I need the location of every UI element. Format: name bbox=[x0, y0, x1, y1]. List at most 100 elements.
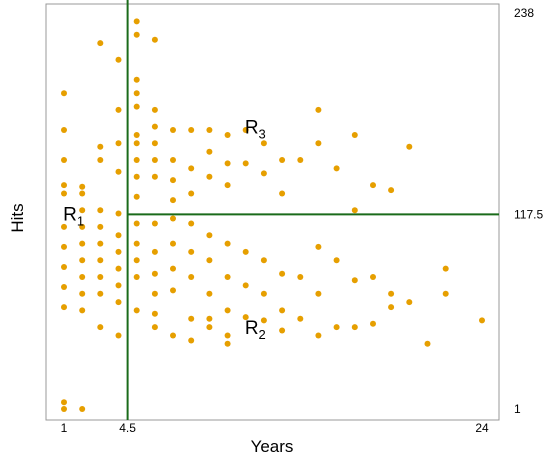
data-point bbox=[188, 165, 195, 172]
data-point bbox=[279, 307, 286, 314]
data-point bbox=[442, 265, 449, 272]
data-point bbox=[224, 240, 231, 247]
data-point bbox=[333, 324, 340, 331]
data-point bbox=[133, 140, 140, 147]
data-point bbox=[188, 248, 195, 255]
data-point bbox=[133, 103, 140, 110]
data-point bbox=[61, 157, 67, 163]
data-point bbox=[351, 324, 358, 331]
data-point bbox=[79, 183, 86, 190]
plot-frame bbox=[45, 3, 500, 421]
data-point bbox=[315, 290, 322, 297]
data-point bbox=[61, 406, 67, 412]
data-point bbox=[479, 317, 485, 324]
data-point bbox=[242, 127, 249, 133]
data-point bbox=[242, 248, 249, 255]
data-point bbox=[115, 282, 122, 289]
data-point bbox=[151, 106, 158, 113]
data-point bbox=[151, 140, 158, 147]
y-axis-title: Hits bbox=[8, 203, 27, 232]
data-point bbox=[133, 307, 140, 314]
data-point bbox=[79, 290, 86, 297]
data-point bbox=[188, 337, 195, 344]
data-point bbox=[97, 274, 104, 280]
data-point bbox=[151, 248, 158, 255]
region-labels: R1 R2 R3 bbox=[63, 118, 266, 343]
data-point bbox=[279, 190, 286, 197]
data-point bbox=[260, 140, 267, 147]
data-point bbox=[115, 210, 122, 217]
data-point bbox=[133, 257, 140, 264]
data-point bbox=[297, 157, 304, 163]
data-point bbox=[188, 315, 195, 322]
data-point bbox=[97, 240, 104, 247]
data-point bbox=[133, 157, 140, 163]
data-point bbox=[133, 76, 140, 83]
data-point bbox=[260, 290, 267, 297]
data-point bbox=[133, 18, 140, 25]
y-tick-label: 238 bbox=[514, 6, 534, 20]
data-point bbox=[97, 157, 104, 163]
data-point bbox=[224, 274, 231, 280]
data-point bbox=[170, 265, 176, 272]
data-point bbox=[315, 140, 322, 147]
data-point bbox=[297, 315, 304, 322]
x-tick-label: 4.5 bbox=[119, 421, 136, 435]
data-point bbox=[79, 190, 86, 197]
data-point bbox=[79, 257, 86, 264]
data-point bbox=[151, 290, 158, 297]
data-point bbox=[315, 106, 322, 113]
data-point bbox=[133, 31, 140, 38]
data-point bbox=[242, 314, 249, 321]
data-point bbox=[79, 307, 86, 314]
data-point bbox=[151, 123, 158, 130]
data-point bbox=[115, 232, 122, 239]
data-point bbox=[79, 223, 86, 230]
data-point bbox=[188, 127, 195, 133]
tick-labels: 1 4.5 24 1 117.5 238 bbox=[61, 6, 544, 435]
data-point bbox=[406, 299, 413, 306]
region-label: R2 bbox=[245, 318, 266, 342]
data-point bbox=[279, 327, 286, 334]
data-point bbox=[188, 190, 195, 197]
data-point bbox=[170, 240, 176, 247]
data-point bbox=[61, 182, 67, 189]
data-point bbox=[224, 340, 231, 347]
data-point bbox=[151, 220, 158, 227]
data-point bbox=[370, 182, 376, 189]
data-point bbox=[206, 148, 213, 155]
data-point bbox=[97, 40, 104, 47]
data-point bbox=[115, 106, 122, 113]
data-point bbox=[79, 240, 86, 247]
data-point bbox=[170, 197, 176, 204]
data-point bbox=[97, 143, 104, 150]
data-point bbox=[224, 182, 231, 189]
data-point bbox=[260, 257, 267, 264]
data-point bbox=[442, 290, 449, 297]
data-point bbox=[115, 140, 122, 147]
data-point bbox=[333, 257, 340, 264]
data-point bbox=[79, 207, 86, 214]
data-point bbox=[61, 223, 67, 230]
data-point bbox=[151, 270, 158, 277]
data-point bbox=[151, 173, 158, 180]
data-point bbox=[188, 274, 195, 280]
data-point bbox=[170, 177, 176, 184]
data-point bbox=[115, 168, 122, 175]
data-point bbox=[61, 243, 67, 250]
data-point bbox=[170, 215, 176, 222]
region-label: R3 bbox=[245, 118, 266, 142]
data-point bbox=[370, 274, 376, 280]
data-point bbox=[206, 257, 213, 264]
data-point bbox=[115, 265, 122, 272]
data-point bbox=[297, 274, 304, 280]
data-point bbox=[97, 324, 104, 331]
data-point bbox=[133, 193, 140, 200]
data-point bbox=[97, 207, 104, 214]
data-point bbox=[133, 240, 140, 247]
data-point bbox=[170, 287, 176, 294]
data-point bbox=[370, 320, 376, 327]
data-point bbox=[61, 90, 67, 97]
data-point bbox=[151, 324, 158, 331]
